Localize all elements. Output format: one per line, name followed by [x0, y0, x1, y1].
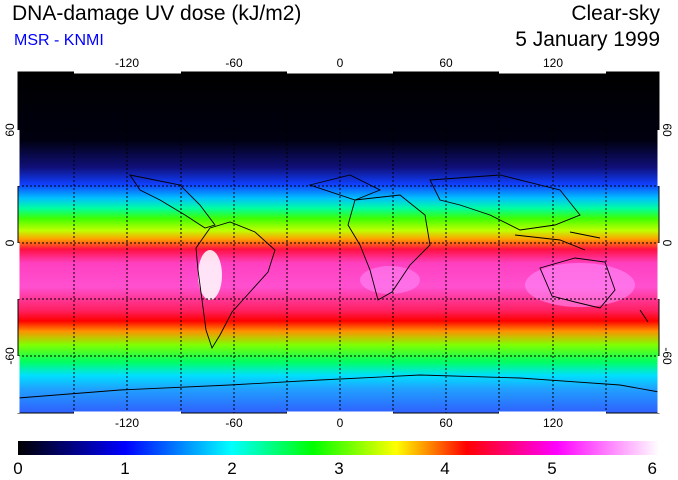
lon-tick-top: 0 [337, 56, 344, 70]
colorbar [18, 441, 659, 455]
lat-tick-left: 60 [3, 123, 17, 137]
lon-tick-bottom: 0 [337, 416, 344, 430]
lon-tick-top: -60 [225, 56, 243, 70]
credit-label: MSR - KNMI [14, 32, 104, 49]
map-title: DNA-damage UV dose (kJ/m2) [12, 2, 302, 25]
lon-tick-bottom: -120 [115, 416, 139, 430]
lon-tick-top: 120 [543, 56, 563, 70]
colorbar-label: 3 [334, 459, 343, 478]
frame-ticks [16, 70, 661, 415]
colorbar-label: 0 [13, 459, 22, 478]
colorbar-label: 5 [547, 459, 556, 478]
lat-tick-left: -60 [3, 347, 17, 365]
colorbar-label: 4 [440, 459, 449, 478]
coastlines [17, 174, 660, 399]
graticule [18, 72, 659, 413]
lon-tick-top: 60 [439, 56, 453, 70]
andes-high-dose [198, 250, 222, 300]
lat-tick-right: -60 [660, 347, 674, 365]
date-label: 5 January 1999 [515, 28, 660, 51]
lon-tick-top: -120 [115, 56, 139, 70]
lat-tick-right: 60 [660, 123, 674, 137]
lat-tick-right: 0 [660, 240, 674, 247]
sky-mode-label: Clear-sky [571, 2, 660, 25]
colorbar-label: 6 [648, 459, 657, 478]
lat-tick-left: 0 [3, 239, 17, 246]
lon-tick-bottom: 60 [439, 416, 453, 430]
southern-africa-high-dose [360, 266, 420, 294]
colorbar-label: 1 [120, 459, 129, 478]
australia-high-dose [525, 263, 635, 307]
lon-tick-bottom: -60 [225, 416, 243, 430]
colorbar-label: 2 [227, 459, 236, 478]
lon-tick-bottom: 120 [543, 416, 563, 430]
